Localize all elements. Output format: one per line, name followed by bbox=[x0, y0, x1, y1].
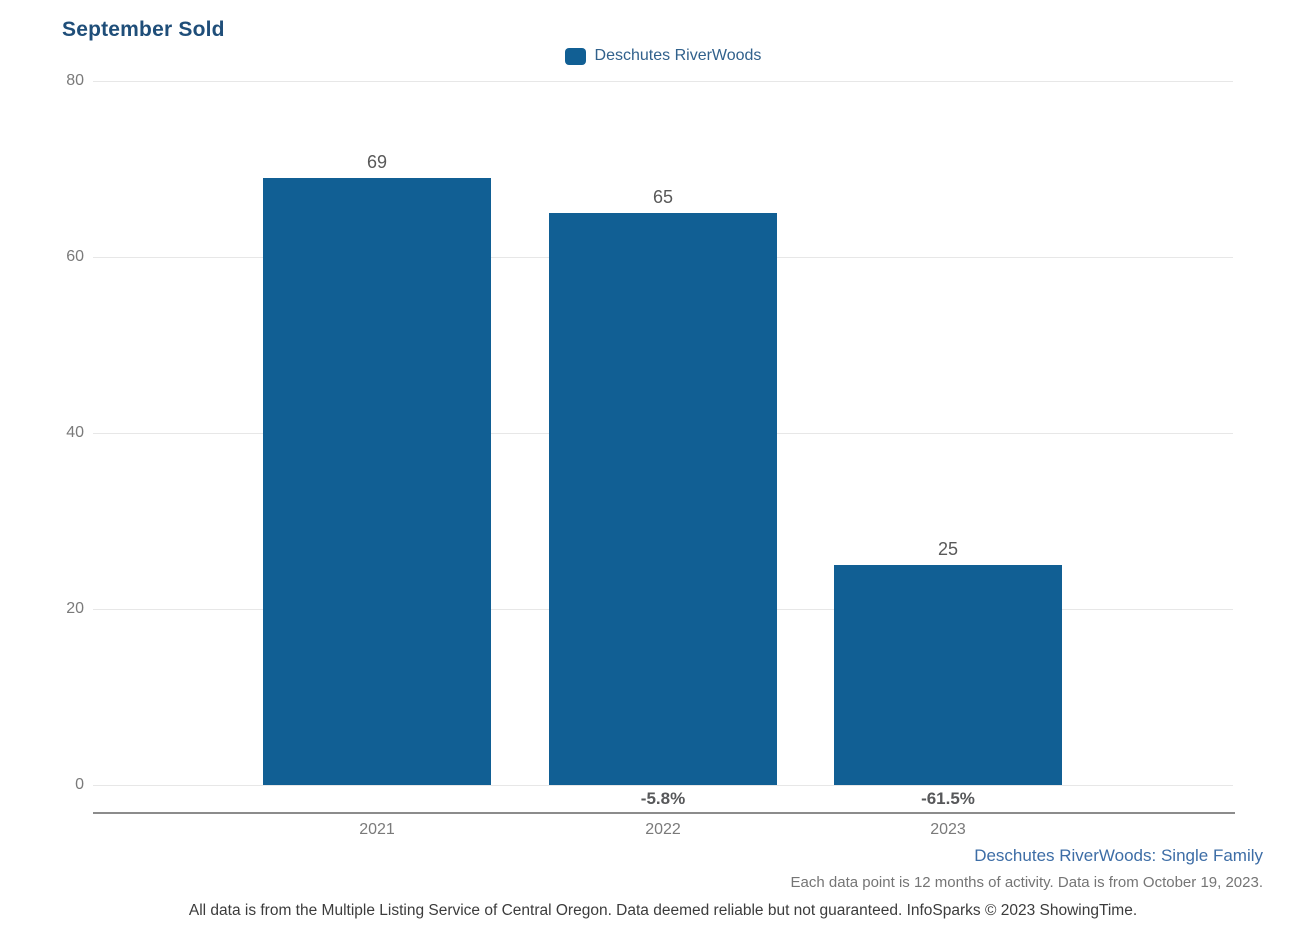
legend-swatch-icon bbox=[564, 47, 586, 65]
legend-label: Deschutes RiverWoods bbox=[594, 47, 762, 64]
chart-title: September Sold bbox=[62, 18, 225, 41]
data-note: Each data point is 12 months of activity… bbox=[790, 874, 1263, 891]
bar[interactable] bbox=[549, 213, 777, 785]
x-tick-label: 2022 bbox=[645, 821, 681, 838]
y-tick-label: 80 bbox=[66, 72, 84, 89]
gridline bbox=[93, 81, 1233, 82]
bar-value-label: 65 bbox=[652, 187, 674, 207]
series-note-link[interactable]: Deschutes RiverWoods: Single Family bbox=[974, 846, 1263, 865]
bar[interactable] bbox=[834, 565, 1062, 785]
x-tick-label: 2023 bbox=[930, 821, 966, 838]
x-tick-label: 2021 bbox=[359, 821, 395, 838]
bar-value-label: 69 bbox=[366, 151, 388, 172]
y-tick-label: 60 bbox=[66, 248, 84, 265]
gridline bbox=[93, 785, 1233, 786]
bar-value-label: 25 bbox=[937, 539, 959, 559]
y-tick-label: 20 bbox=[66, 600, 84, 617]
disclaimer: All data is from the Multiple Listing Se… bbox=[188, 902, 1138, 919]
y-tick-label: 40 bbox=[66, 424, 84, 441]
pct-change-label: -61.5% bbox=[921, 789, 975, 808]
x-axis-line bbox=[93, 812, 1235, 814]
pct-change-label: -5.8% bbox=[640, 789, 686, 808]
y-tick-label: 0 bbox=[75, 776, 84, 793]
legend-item[interactable]: Deschutes RiverWoods bbox=[93, 47, 1233, 65]
bar[interactable] bbox=[263, 177, 491, 785]
